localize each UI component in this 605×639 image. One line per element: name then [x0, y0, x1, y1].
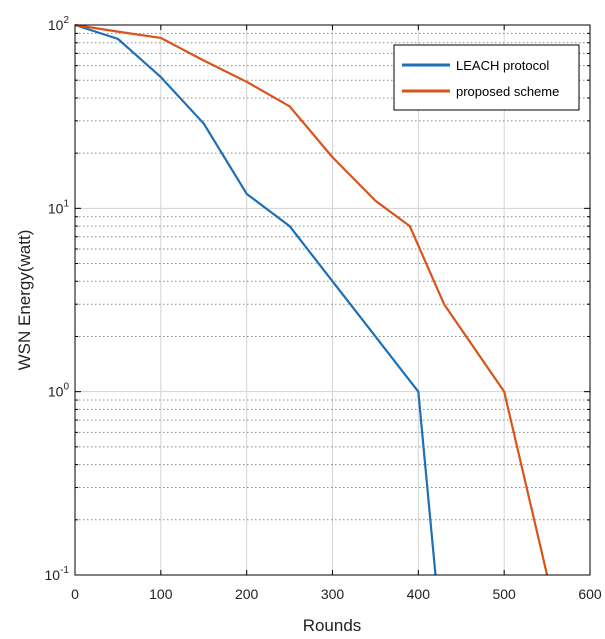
- x-tick-labels: 0 100 200 300 400 500 600: [71, 586, 602, 602]
- x-axis-label: Rounds: [303, 616, 362, 635]
- legend-label-leach: LEACH protocol: [456, 58, 549, 73]
- grid: [75, 25, 590, 575]
- x-tick-label: 600: [578, 586, 602, 602]
- legend: LEACH protocol proposed scheme: [393, 44, 580, 111]
- y-tick-label: 10-1: [45, 565, 70, 583]
- x-tick-label: 300: [321, 586, 345, 602]
- x-tick-label: 200: [235, 586, 259, 602]
- series-line-proposed: [74, 23, 549, 576]
- x-tick-label: 400: [407, 586, 431, 602]
- y-tick-label: 100: [48, 382, 70, 400]
- y-tick-label: 101: [48, 198, 70, 216]
- y-tick-labels: 10-1 100 101 102: [45, 15, 70, 583]
- x-tick-label: 0: [71, 586, 79, 602]
- x-tick-label: 500: [492, 586, 516, 602]
- legend-label-proposed: proposed scheme: [456, 84, 559, 99]
- y-axis-label: WSN Energy(watt): [15, 230, 34, 371]
- series-layer: [74, 23, 549, 576]
- tick-marks: [74, 24, 591, 576]
- y-tick-label: 102: [48, 15, 70, 33]
- series-line-leach: [74, 23, 437, 576]
- legend-box: [393, 44, 580, 111]
- x-tick-label: 100: [149, 586, 173, 602]
